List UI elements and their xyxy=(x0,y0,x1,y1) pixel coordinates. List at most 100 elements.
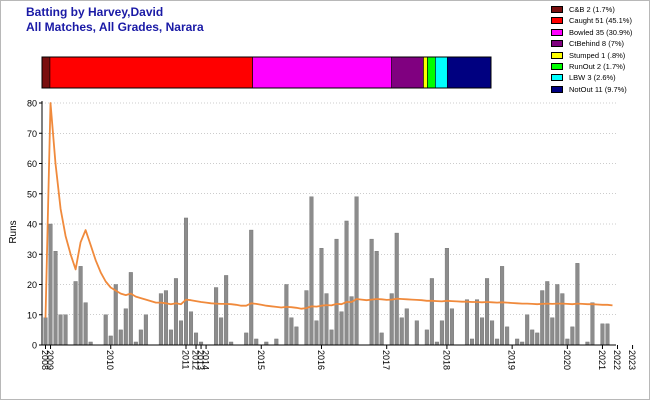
runs-bar xyxy=(83,302,88,346)
runs-bar xyxy=(73,281,78,346)
y-tick-label: 60 xyxy=(27,159,37,169)
runs-bar xyxy=(545,281,550,346)
x-tick-label: 2011 xyxy=(181,350,191,369)
runs-bar xyxy=(113,284,118,346)
x-tick-label: 2021 xyxy=(597,350,607,370)
y-tick-label: 20 xyxy=(27,280,37,290)
runs-bar xyxy=(254,338,259,346)
axes xyxy=(41,101,616,346)
runs-bar xyxy=(48,223,53,346)
legend-item: Stumped 1 (.8%) xyxy=(551,51,648,62)
runs-bar xyxy=(344,220,349,346)
runs-bar xyxy=(224,275,229,346)
y-tick-label: 80 xyxy=(27,99,37,109)
runs-bar xyxy=(289,317,294,346)
runs-bar xyxy=(495,338,500,346)
runs-bar xyxy=(490,320,495,346)
legend-label: LBW 3 (2.6%) xyxy=(569,73,616,83)
runs-bar xyxy=(274,338,279,346)
y-tick-label: 40 xyxy=(27,220,37,230)
runs-bar xyxy=(214,287,219,346)
dismissal-breakdown-bar xyxy=(41,56,492,89)
y-tick-label: 70 xyxy=(27,129,37,139)
runs-bar xyxy=(600,323,605,346)
runs-bar xyxy=(108,335,113,346)
runs-bar xyxy=(178,320,183,346)
x-tick-label: 2019 xyxy=(507,350,517,370)
x-tick-label: 2008 xyxy=(40,350,50,370)
x-tick-label: 2013 xyxy=(196,350,206,370)
y-tick-labels: 0 10 20 30 40 50 60 70 80 xyxy=(27,99,42,351)
runs-bar xyxy=(63,314,68,346)
legend-swatch xyxy=(551,51,563,59)
y-tick-label: 0 xyxy=(32,341,37,351)
dismissal-segment xyxy=(427,56,436,89)
runs-bar xyxy=(424,329,429,346)
legend-label: CtBehind 8 (7%) xyxy=(569,39,625,49)
runs-bar xyxy=(329,329,334,346)
runs-bar xyxy=(309,196,314,346)
x-tick-label: 2017 xyxy=(381,350,391,370)
runs-bar xyxy=(339,311,344,346)
runs-bar xyxy=(334,238,339,346)
runs-bar xyxy=(530,329,535,346)
legend: C&B 2 (1.7%) Caught 51 (45.1%) Bowled 35 (… xyxy=(551,5,648,96)
runs-bar xyxy=(555,284,560,346)
runs-bar xyxy=(444,247,449,346)
x-tick-label: 2018 xyxy=(441,350,451,370)
grid-lines xyxy=(42,102,616,316)
runs-bar xyxy=(449,308,454,346)
dismissal-segment xyxy=(41,56,51,89)
runs-bar xyxy=(535,332,540,346)
x-tick-label: 2012 xyxy=(191,350,201,370)
runs-bar xyxy=(168,329,173,346)
chart-title: Batting by Harvey,David xyxy=(26,5,164,19)
runs-bar xyxy=(565,338,570,346)
x-tick-label: 2020 xyxy=(562,350,572,370)
legend-label: Caught 51 (45.1%) xyxy=(569,16,632,26)
x-tick-label: 2010 xyxy=(105,350,115,370)
legend-swatch xyxy=(551,17,563,25)
x-tick-label: 2022 xyxy=(612,350,622,370)
runs-bar xyxy=(138,329,143,346)
legend-item: NotOut 11 (9.7%) xyxy=(551,85,648,96)
runs-bar xyxy=(128,272,133,346)
y-tick-label: 50 xyxy=(27,189,37,199)
runs-bar xyxy=(78,266,83,346)
runs-bar xyxy=(158,293,163,346)
dismissal-segment xyxy=(391,56,424,89)
x-tick-label: 2016 xyxy=(316,350,326,370)
runs-bar xyxy=(500,266,505,346)
dismissal-segment xyxy=(423,56,428,89)
dismissal-segment xyxy=(49,56,253,89)
legend-item: Caught 51 (45.1%) xyxy=(551,16,648,27)
y-axis-title: Runs xyxy=(8,220,19,243)
x-tick-label: 2009 xyxy=(45,350,55,370)
dismissal-bar-outline xyxy=(41,56,492,89)
runs-bar xyxy=(525,314,530,346)
runs-bar xyxy=(173,278,178,346)
runs-bar xyxy=(43,317,48,346)
runs-bar xyxy=(103,314,108,346)
legend-item: Bowled 35 (30.9%) xyxy=(551,28,648,39)
runs-bar xyxy=(389,293,394,346)
legend-item: LBW 3 (2.6%) xyxy=(551,73,648,84)
runs-bar xyxy=(123,308,128,346)
runs-bar xyxy=(394,232,399,346)
legend-swatch xyxy=(551,74,563,82)
runs-bar xyxy=(480,317,485,346)
runs-bar xyxy=(249,229,254,346)
runs-bar xyxy=(244,332,249,346)
legend-label: C&B 2 (1.7%) xyxy=(569,5,615,14)
legend-item: C&B 2 (1.7%) xyxy=(551,5,648,16)
running-average xyxy=(44,102,613,318)
runs-bar xyxy=(53,251,58,346)
runs-bar xyxy=(540,290,545,346)
running-average-line xyxy=(44,102,613,318)
legend-label: Stumped 1 (.8%) xyxy=(569,50,626,60)
runs-bar xyxy=(369,238,374,346)
runs-bar xyxy=(475,299,480,346)
runs-bar xyxy=(414,320,419,346)
